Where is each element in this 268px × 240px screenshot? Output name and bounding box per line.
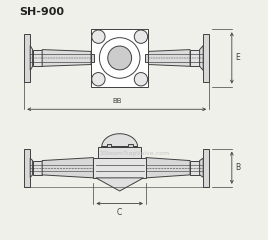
Polygon shape <box>200 158 203 177</box>
Bar <box>91 29 148 87</box>
Bar <box>203 149 209 187</box>
Circle shape <box>134 72 148 86</box>
Text: B: B <box>235 163 240 172</box>
Polygon shape <box>30 46 33 70</box>
Bar <box>24 149 30 187</box>
Bar <box>33 50 42 66</box>
Polygon shape <box>200 46 203 70</box>
Bar <box>33 161 42 175</box>
Bar <box>94 158 146 178</box>
Polygon shape <box>146 158 190 178</box>
Bar <box>146 54 148 62</box>
Polygon shape <box>102 134 137 147</box>
Text: 1SteamTrapValve.com: 1SteamTrapValve.com <box>99 151 169 156</box>
Circle shape <box>99 38 140 78</box>
Bar <box>107 178 111 183</box>
Circle shape <box>108 46 132 70</box>
Text: C: C <box>117 208 122 217</box>
Polygon shape <box>42 50 91 66</box>
Circle shape <box>92 72 105 86</box>
Bar <box>203 34 209 82</box>
Bar <box>190 161 200 175</box>
Polygon shape <box>96 178 144 191</box>
Text: SH-900: SH-900 <box>20 7 65 17</box>
Bar <box>91 54 94 62</box>
Text: E: E <box>235 54 240 62</box>
Bar <box>190 50 200 66</box>
Circle shape <box>134 30 148 43</box>
Bar <box>128 144 133 147</box>
Polygon shape <box>42 158 94 178</box>
Bar <box>24 34 30 82</box>
Polygon shape <box>30 158 33 177</box>
Bar <box>98 147 141 158</box>
Polygon shape <box>148 50 190 66</box>
Bar <box>107 144 111 147</box>
Circle shape <box>92 30 105 43</box>
Text: BB: BB <box>112 98 121 104</box>
Bar <box>129 178 133 183</box>
